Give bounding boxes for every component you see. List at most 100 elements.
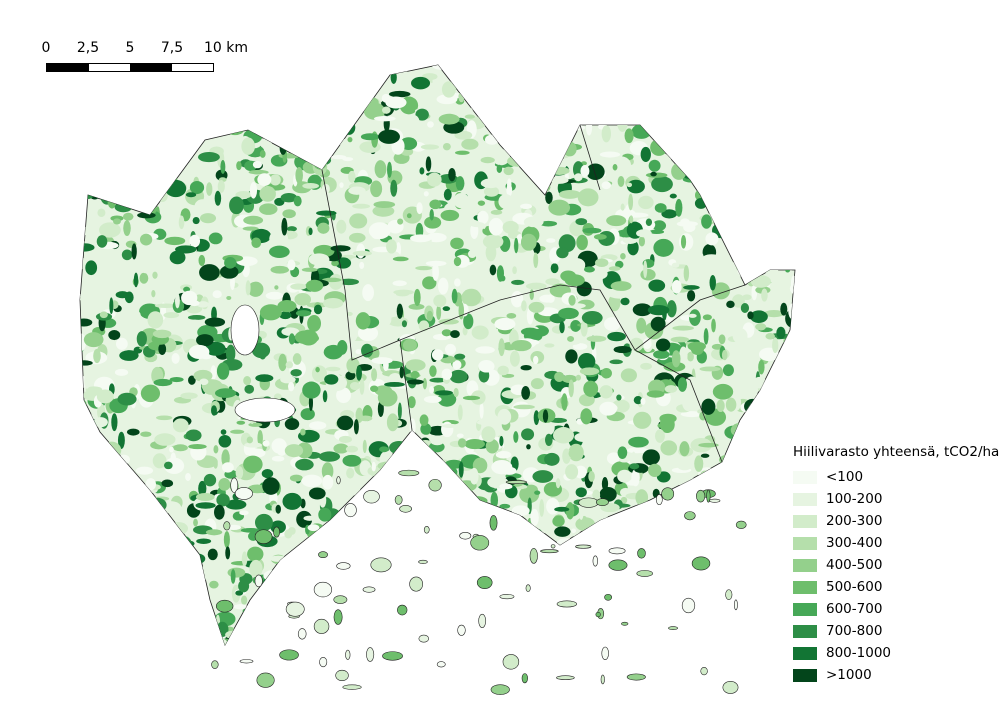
carbon-patch (450, 330, 460, 339)
carbon-patch (360, 610, 368, 621)
carbon-patch (212, 111, 229, 128)
carbon-patch (620, 253, 626, 260)
carbon-patch (622, 522, 633, 532)
carbon-patch (189, 99, 209, 104)
carbon-patch (656, 471, 671, 483)
carbon-patch (409, 460, 427, 466)
carbon-patch (498, 194, 514, 209)
carbon-patch (339, 625, 356, 640)
carbon-patch (331, 260, 339, 267)
carbon-patch (581, 571, 601, 577)
carbon-patch (383, 632, 394, 644)
carbon-patch (699, 158, 712, 175)
carbon-patch (453, 603, 459, 616)
carbon-patch (541, 600, 559, 609)
island (256, 672, 275, 688)
carbon-patch (263, 578, 270, 585)
carbon-patch (152, 329, 172, 339)
carbon-patch (790, 332, 795, 341)
carbon-patch (629, 463, 640, 470)
carbon-patch (511, 107, 520, 121)
carbon-patch (355, 312, 371, 330)
carbon-patch (173, 155, 182, 169)
carbon-patch (470, 511, 492, 519)
carbon-patch (158, 125, 164, 141)
carbon-patch (370, 385, 379, 392)
carbon-patch (765, 136, 788, 143)
carbon-patch (707, 91, 722, 102)
carbon-patch (740, 59, 746, 63)
carbon-patch (649, 113, 670, 130)
carbon-patch (348, 522, 363, 528)
carbon-patch (775, 580, 795, 591)
carbon-patch (93, 417, 108, 428)
carbon-patch (429, 377, 447, 383)
carbon-patch (437, 391, 457, 407)
carbon-patch (671, 350, 681, 368)
lake (234, 397, 296, 423)
carbon-patch (760, 210, 776, 223)
carbon-patch (112, 78, 121, 96)
carbon-patch (313, 304, 323, 315)
carbon-patch (490, 549, 499, 561)
carbon-patch (703, 328, 709, 345)
carbon-patch (188, 637, 201, 645)
carbon-patch (374, 65, 384, 75)
carbon-patch (687, 351, 694, 362)
carbon-patch (280, 631, 289, 645)
carbon-patch (704, 644, 719, 645)
carbon-patch (140, 384, 161, 403)
carbon-patch (626, 179, 645, 194)
carbon-patch (679, 346, 688, 365)
carbon-patch (402, 339, 417, 352)
carbon-patch (111, 413, 118, 432)
carbon-patch (266, 629, 288, 642)
carbon-patch (331, 154, 347, 160)
carbon-patch (171, 614, 180, 633)
carbon-patch (86, 585, 106, 597)
carbon-patch (429, 209, 434, 221)
island (592, 555, 598, 567)
carbon-patch (617, 589, 628, 603)
carbon-patch (655, 338, 671, 352)
carbon-patch (375, 579, 389, 594)
carbon-patch (101, 162, 112, 180)
carbon-patch (664, 84, 677, 98)
carbon-patch (106, 111, 122, 120)
carbon-patch (133, 311, 141, 320)
carbon-patch (175, 604, 194, 615)
carbon-patch (281, 327, 300, 336)
carbon-patch (637, 66, 643, 83)
legend-swatch (793, 470, 817, 484)
carbon-patch (216, 493, 230, 507)
carbon-patch (736, 533, 743, 540)
legend-title: Hiilivarasto yhteensä, tCO2/ha (793, 444, 1000, 460)
island (428, 478, 442, 492)
carbon-patch (112, 500, 128, 512)
carbon-patch (432, 263, 439, 281)
carbon-patch (703, 598, 725, 610)
carbon-patch (774, 366, 779, 378)
carbon-patch (693, 618, 706, 630)
carbon-patch (758, 553, 769, 563)
carbon-patch (487, 65, 503, 69)
carbon-patch (117, 454, 130, 465)
carbon-patch (315, 601, 331, 608)
carbon-patch (358, 415, 373, 422)
carbon-patch (155, 105, 163, 123)
carbon-patch (492, 96, 504, 109)
carbon-patch (85, 455, 91, 469)
carbon-patch (573, 65, 589, 69)
carbon-patch (145, 478, 156, 491)
carbon-patch (565, 464, 579, 480)
carbon-patch (86, 77, 104, 96)
carbon-patch (629, 598, 636, 609)
island (345, 649, 351, 660)
carbon-patch (648, 463, 662, 477)
carbon-patch (80, 633, 91, 645)
island (211, 660, 219, 669)
carbon-patch (792, 247, 795, 253)
carbon-patch (568, 448, 578, 459)
carbon-patch (286, 226, 297, 232)
carbon-patch (629, 58, 650, 64)
